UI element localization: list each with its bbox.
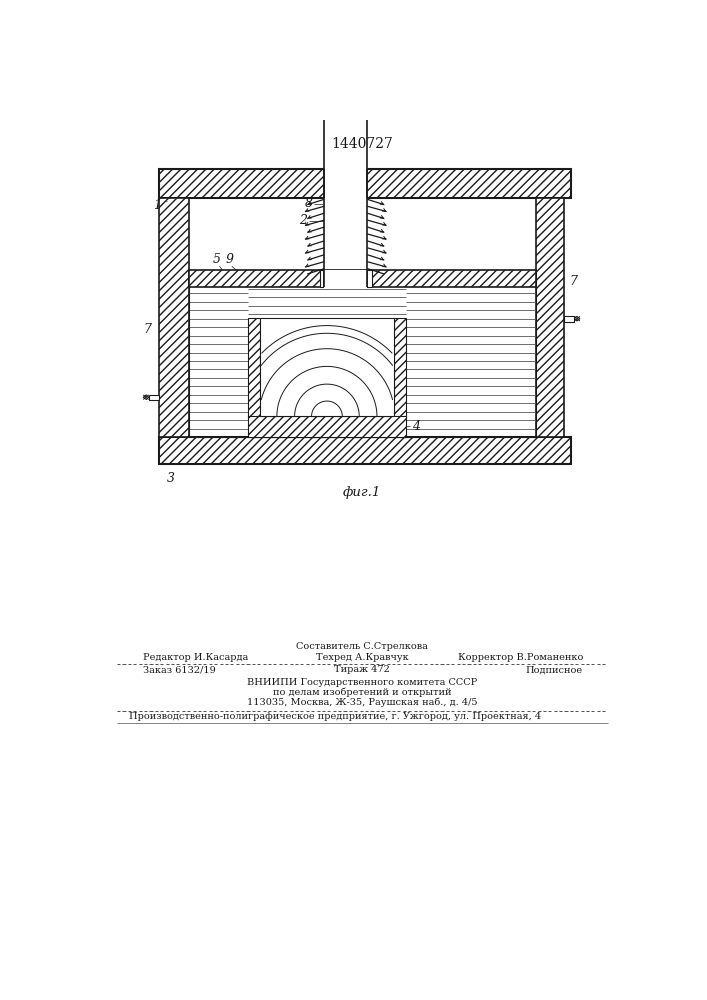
Text: 5: 5 [214,253,221,266]
Text: Составитель С.Стрелкова: Составитель С.Стрелкова [296,642,428,651]
Polygon shape [575,316,580,321]
Text: Производственно-полиграфическое предприятие, г. Ужгород, ул. Проектная, 4: Производственно-полиграфическое предприя… [129,712,541,721]
Text: 2: 2 [299,214,308,227]
Text: Корректор В.Романенко: Корректор В.Романенко [457,653,583,662]
Bar [320,270,372,287]
Text: ВНИИПИ Государственного комитета СССР: ВНИИПИ Государственного комитета СССР [247,678,477,687]
Bar [536,198,563,437]
Text: 7: 7 [570,275,578,288]
Bar [160,198,189,437]
Bar [160,169,571,198]
Bar [563,316,575,322]
Text: по делам изобретений и открытий: по делам изобретений и открытий [273,687,451,697]
Bar [325,120,368,202]
Text: Техред А.Кравчук: Техред А.Кравчук [315,653,409,662]
Bar [325,169,368,198]
Bar [248,416,406,437]
Text: Редактор И.Касарда: Редактор И.Касарда [143,653,247,662]
Bar [248,318,260,418]
Text: 113035, Москва, Ж-35, Раушская наб., д. 4/5: 113035, Москва, Ж-35, Раушская наб., д. … [247,697,477,707]
Bar [160,437,571,464]
Polygon shape [144,395,148,400]
Bar [394,318,406,418]
Bar [189,270,536,287]
Text: 8: 8 [305,197,312,210]
Text: Заказ 6132/19: Заказ 6132/19 [143,665,215,674]
Text: 1440727: 1440727 [331,137,393,151]
Text: 7: 7 [144,323,152,336]
Bar [325,270,368,289]
Text: Тираж 472: Тираж 472 [334,665,390,674]
Text: фиг.1: фиг.1 [343,486,381,499]
Text: 1: 1 [153,199,167,212]
Bar [260,318,394,416]
Text: 4: 4 [412,420,420,433]
Text: 9: 9 [226,253,233,266]
Text: Подписное: Подписное [526,665,583,674]
Text: 3: 3 [167,472,175,485]
Bar [148,395,160,400]
